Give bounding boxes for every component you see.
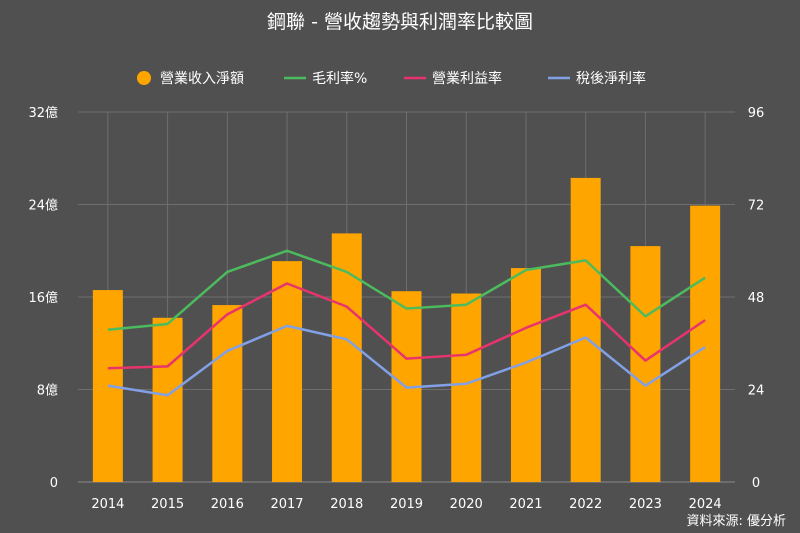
bar-series xyxy=(92,177,721,482)
x-tick-label: 2017 xyxy=(270,497,303,512)
x-axis: 2014 2015 2016 2017 2018 2019 2020 2021 2022 2023… xyxy=(91,497,721,512)
legend-label: 毛利率% xyxy=(312,70,367,87)
y-right-tick-label: 48 xyxy=(748,291,765,306)
line-series xyxy=(107,249,706,397)
x-tick-label: 2015 xyxy=(151,497,184,512)
x-tick-label: 2023 xyxy=(629,497,662,512)
series-line xyxy=(107,249,706,332)
legend-label: 營業利益率 xyxy=(432,70,502,87)
bar xyxy=(630,246,661,482)
bar xyxy=(570,177,601,482)
y-left-tick-label: 32億 xyxy=(28,105,58,121)
bar xyxy=(690,205,721,482)
bar xyxy=(152,317,183,482)
x-tick-label: 2021 xyxy=(509,497,542,512)
y-right-tick-label: 96 xyxy=(748,106,765,121)
y-right-tick-label: 72 xyxy=(748,199,765,214)
x-tick-label: 2019 xyxy=(390,497,423,512)
x-tick-label: 2016 xyxy=(211,497,244,512)
x-tick-label: 2018 xyxy=(330,497,363,512)
y-left-tick-label: 24億 xyxy=(28,198,58,214)
y-left-axis: 0 8億 16億 24億 32億 xyxy=(28,105,58,491)
source-note: 資料來源: 優分析 xyxy=(686,514,786,529)
x-tick-label: 2024 xyxy=(689,497,722,512)
y-right-axis: 0 24 48 72 96 xyxy=(748,106,765,491)
bar xyxy=(451,293,482,482)
x-tick-label: 2022 xyxy=(569,497,602,512)
bar xyxy=(331,233,362,482)
x-tick-label: 2014 xyxy=(91,497,124,512)
series-line xyxy=(107,282,706,370)
y-left-tick-label: 8億 xyxy=(37,383,58,399)
bar xyxy=(212,305,243,482)
legend: 營業收入淨額 毛利率% 營業利益率 稅後淨利率 xyxy=(137,70,646,87)
y-left-tick-label: 0 xyxy=(50,476,58,491)
legend-label: 營業收入淨額 xyxy=(160,71,244,87)
y-right-tick-label: 24 xyxy=(748,384,765,399)
y-left-tick-label: 16億 xyxy=(28,290,58,306)
series-line xyxy=(107,324,706,397)
y-right-tick-label: 0 xyxy=(752,476,760,491)
bar xyxy=(510,268,541,482)
x-tick-label: 2020 xyxy=(450,497,483,512)
bar xyxy=(272,261,303,482)
legend-label: 稅後淨利率 xyxy=(576,70,646,87)
legend-marker xyxy=(137,71,151,85)
chart-title: 鋼聯 - 營收趨勢與利潤率比較圖 xyxy=(267,11,533,33)
